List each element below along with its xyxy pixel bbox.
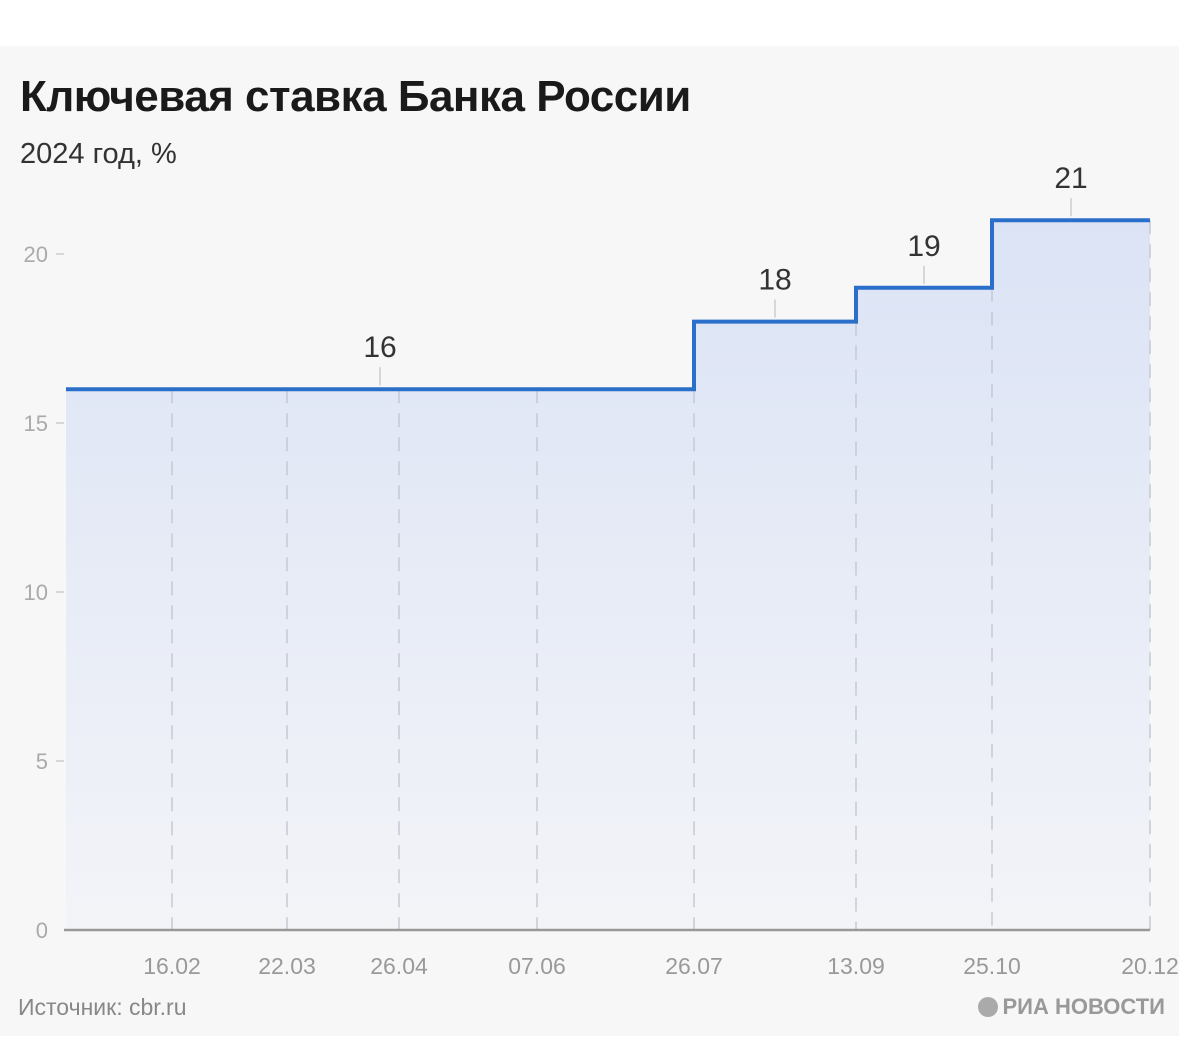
- x-tick-label: 26.07: [665, 953, 723, 979]
- x-tick-label: 13.09: [827, 953, 885, 979]
- x-tick-label: 20.12: [1121, 953, 1179, 979]
- x-tick-label: 26.04: [370, 953, 428, 979]
- area-fill: [66, 220, 1150, 930]
- y-tick-label: 20: [24, 242, 48, 267]
- source-note: Источник: cbr.ru: [18, 994, 187, 1020]
- data-label: 21: [1054, 162, 1087, 195]
- y-tick-label: 0: [36, 918, 48, 943]
- ria-logo-text: РИА НОВОСТИ: [1002, 994, 1165, 1019]
- ria-logo: РИА НОВОСТИ: [978, 994, 1165, 1020]
- ria-logo-icon: [978, 997, 999, 1017]
- rate-step-line: [66, 218, 1150, 392]
- data-label: 16: [363, 331, 396, 364]
- x-tick-label: 07.06: [508, 953, 566, 979]
- y-tick-label: 15: [24, 411, 48, 436]
- data-label: 19: [907, 230, 940, 263]
- y-tick-label: 5: [36, 749, 48, 774]
- x-tick-label: 22.03: [258, 953, 316, 979]
- x-tick-label: 25.10: [963, 953, 1021, 979]
- x-tick-label: 16.02: [143, 953, 201, 979]
- data-label: 18: [758, 264, 791, 297]
- chart-subtitle: 2024 год, %: [20, 138, 177, 170]
- y-tick-label: 10: [24, 580, 48, 605]
- chart-title: Ключевая ставка Банка России: [20, 72, 691, 121]
